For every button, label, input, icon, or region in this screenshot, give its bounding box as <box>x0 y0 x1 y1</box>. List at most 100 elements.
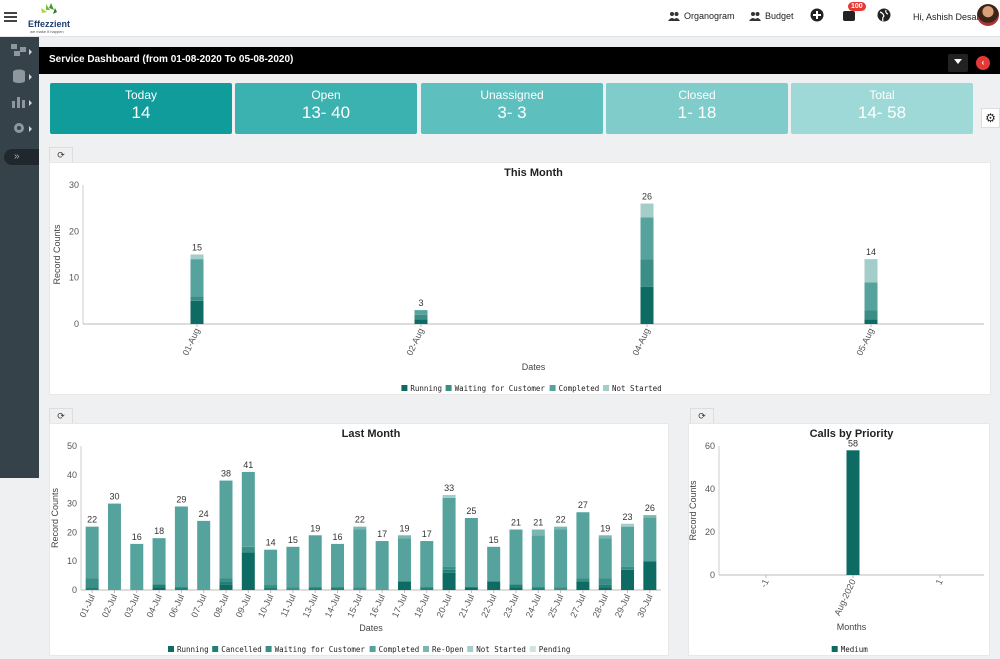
bar-segment <box>353 526 367 530</box>
sidebar-expand-arrow <box>29 126 32 132</box>
data-label: 17 <box>422 529 432 539</box>
tile-today[interactable]: Today 14 <box>50 83 232 134</box>
legend-swatch <box>445 385 452 391</box>
bar-segment <box>152 538 166 585</box>
x-tick-label: 08-Jul <box>211 593 230 619</box>
refresh-this-month-button[interactable]: ⟳ <box>49 147 73 162</box>
bar-segment <box>576 512 590 579</box>
x-tick-label: 09-Jul <box>234 593 253 619</box>
settings-gear-icon[interactable]: ⚙ <box>981 108 1000 128</box>
x-tick-label: 06-Jul <box>167 593 186 619</box>
close-icon[interactable]: ‹ <box>976 56 990 70</box>
x-tick-label: 23-Jul <box>501 593 520 619</box>
chart-title: Last Month <box>342 428 401 440</box>
bar-segment <box>640 203 654 218</box>
y-axis-title: Record Counts <box>50 487 60 548</box>
legend-label: Not Started <box>476 645 526 654</box>
legend-label: Completed <box>559 384 600 393</box>
y-tick-label: 20 <box>69 226 79 236</box>
notification-icon[interactable] <box>842 8 856 22</box>
bar-segment <box>397 581 411 590</box>
bar-segment <box>598 538 612 579</box>
tile-unassigned[interactable]: Unassigned 3- 3 <box>421 83 603 134</box>
refresh-last-month-button[interactable]: ⟳ <box>49 408 73 423</box>
bar-segment <box>554 526 568 530</box>
bar-segment <box>152 584 166 588</box>
data-label: 27 <box>578 500 588 510</box>
bar-segment <box>152 587 166 590</box>
avatar[interactable] <box>977 4 999 26</box>
legend-swatch <box>529 646 536 652</box>
x-tick-label: 27-Jul <box>568 593 587 619</box>
data-label: 58 <box>848 438 858 448</box>
data-label: 17 <box>377 529 387 539</box>
x-tick-label: -1 <box>758 578 770 589</box>
data-label: 19 <box>600 523 610 533</box>
x-axis-title: Dates <box>522 362 546 372</box>
bar-segment <box>264 549 278 585</box>
tile-closed[interactable]: Closed 1- 18 <box>606 83 788 134</box>
tile-open[interactable]: Open 13- 40 <box>235 83 417 134</box>
bar-segment <box>414 319 428 324</box>
sidebar: » <box>0 37 39 478</box>
legend-swatch <box>168 646 174 652</box>
data-label: 14 <box>266 538 276 548</box>
bar-segment <box>643 515 657 518</box>
y-tick-label: 60 <box>705 441 715 451</box>
this-month-panel <box>49 162 991 395</box>
filter-button[interactable] <box>948 54 968 72</box>
data-label: 26 <box>645 503 655 513</box>
sidebar-expand-arrow <box>29 49 32 55</box>
bar-segment <box>554 587 568 590</box>
x-tick-label: 01-Jul <box>78 593 97 619</box>
legend-label: Running <box>177 645 209 654</box>
add-circle-icon[interactable] <box>810 8 824 22</box>
tile-total[interactable]: Total 14- 58 <box>791 83 973 134</box>
chart-title: This Month <box>504 167 563 179</box>
organogram-link[interactable]: Organogram <box>668 11 735 21</box>
legend-swatch <box>467 646 474 652</box>
legend-label: Not Started <box>612 384 662 393</box>
globe-icon[interactable] <box>877 8 891 22</box>
bar-segment <box>331 587 345 590</box>
refresh-priority-button[interactable]: ⟳ <box>690 408 714 423</box>
legend-label: Waiting for Customer <box>275 645 366 654</box>
sidebar-collapse-toggle[interactable]: » <box>4 149 39 165</box>
bar-segment <box>643 518 657 562</box>
budget-link[interactable]: Budget <box>749 11 794 21</box>
logo-tagline: we make it happen <box>30 29 64 34</box>
hamburger-menu-icon[interactable] <box>4 12 17 22</box>
bar-segment <box>190 254 204 260</box>
bar-segment <box>442 566 456 570</box>
tile-value: 14- 58 <box>857 103 907 122</box>
x-tick-label: 05-Aug <box>854 327 875 358</box>
database-icon[interactable] <box>10 69 28 83</box>
y-tick-label: 40 <box>67 470 77 480</box>
gear-icon[interactable] <box>10 121 28 135</box>
user-greeting: Hi, Ashish Desai <box>913 12 979 22</box>
legend-label: Waiting for Customer <box>455 384 546 393</box>
tile-value: 14 <box>131 103 151 122</box>
y-tick-label: 30 <box>67 499 77 509</box>
legend-label: Completed <box>379 645 420 654</box>
data-label: 38 <box>221 469 231 479</box>
data-label: 16 <box>132 532 142 542</box>
bar-chart-icon[interactable] <box>10 95 28 109</box>
legend-swatch <box>831 646 838 652</box>
data-label: 23 <box>623 512 633 522</box>
bar-segment <box>130 543 144 590</box>
data-label: 19 <box>399 523 409 533</box>
data-label: 16 <box>333 532 343 542</box>
tile-label: Open <box>311 88 341 102</box>
organogram-label: Organogram <box>684 11 735 21</box>
bar-segment <box>85 587 99 590</box>
y-tick-label: 0 <box>74 319 79 329</box>
bar-segment <box>219 584 233 590</box>
data-label: 3 <box>418 298 423 308</box>
bar-segment <box>219 578 233 582</box>
bar-segment <box>598 535 612 539</box>
sitemap-icon[interactable] <box>10 43 28 57</box>
priority-chart: Calls by Priority 0 20 40 60 Record Counts Mon… <box>688 428 984 654</box>
bar-segment <box>286 546 300 588</box>
data-label: 25 <box>466 506 476 516</box>
